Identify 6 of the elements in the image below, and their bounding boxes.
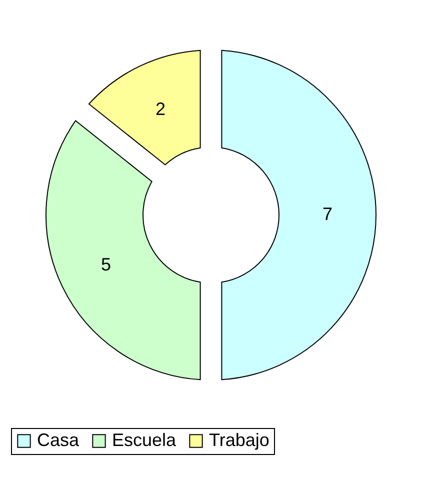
legend-label: Casa (37, 430, 80, 450)
legend-label: Trabajo (209, 430, 270, 450)
data-label: 7 (322, 204, 333, 224)
legend-label: Escuela (112, 430, 178, 450)
data-label: 2 (155, 99, 166, 120)
data-label: 5 (101, 254, 112, 275)
